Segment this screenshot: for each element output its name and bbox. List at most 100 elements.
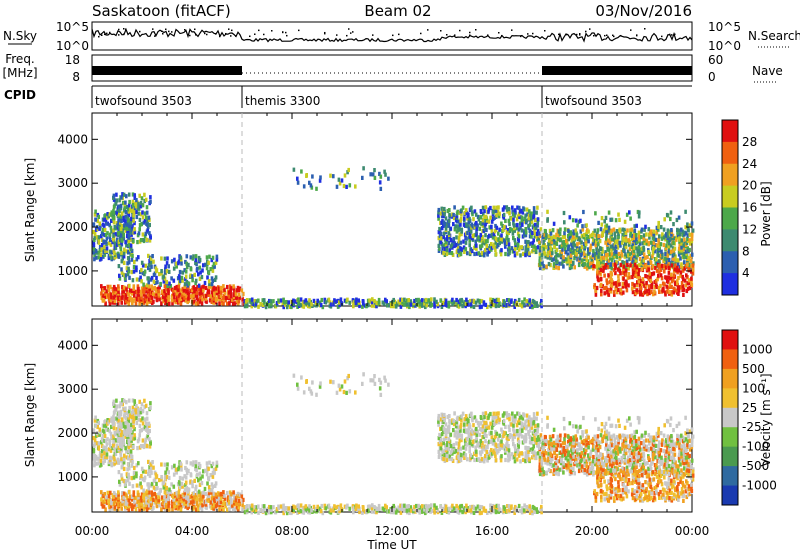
power-echo-cell [603, 219, 606, 224]
power-echo-cell [454, 243, 458, 248]
power-echo-cell [140, 260, 144, 265]
power-echo-cell [156, 280, 159, 285]
velocity-echo-cell [110, 501, 113, 506]
velocity-echo-cell [115, 493, 118, 498]
velocity-echo-cell [169, 490, 172, 495]
nsearch-point [372, 34, 374, 36]
velocity-echo-cell [478, 504, 482, 510]
power-echo-cell [628, 275, 631, 280]
velocity-echo-cell [310, 391, 314, 396]
velocity-echo-cell [115, 398, 118, 403]
velocity-echo-cell [233, 498, 236, 503]
power-echo-cell [308, 302, 311, 307]
velocity-echo-cell [97, 420, 100, 425]
power-echo-cell [194, 280, 197, 286]
power-echo-cell [102, 217, 106, 222]
velocity-echo-cell [481, 411, 485, 416]
power-echo-cell [333, 298, 336, 303]
velocity-echo-cell [342, 389, 346, 395]
velocity-echo-cell [147, 486, 150, 491]
velocity-echo-cell [428, 507, 432, 512]
power-echo-cell [141, 203, 145, 208]
power-ytick-label: 2000 [57, 220, 88, 234]
power-echo-cell [347, 167, 350, 173]
power-echo-cell [677, 249, 681, 254]
velocity-echo-cell [478, 432, 481, 437]
power-echo-cell [103, 245, 106, 250]
power-echo-cell [654, 278, 658, 284]
power-echo-cell [505, 207, 509, 212]
velocity-echo-cell [116, 507, 120, 512]
velocity-echo-cell [532, 506, 536, 511]
power-echo-cell [597, 278, 600, 283]
velocity-echo-cell [277, 504, 280, 509]
velocity-echo-cell [343, 379, 347, 384]
power-echo-cell [160, 289, 164, 294]
power-echo-cell [628, 210, 631, 215]
velocity-echo-cell [446, 440, 449, 446]
power-echo-cell [127, 238, 131, 244]
power-echo-cell [111, 240, 114, 245]
power-echo-cell [198, 276, 202, 281]
power-echo-cell [138, 301, 141, 306]
power-echo-cell [541, 260, 544, 265]
power-echo-cell [587, 247, 590, 252]
power-echo-cell [494, 245, 497, 250]
power-echo-cell [491, 212, 495, 217]
power-echo-cell [610, 266, 614, 271]
power-echo-cell [465, 297, 468, 302]
power-echo-cell [108, 232, 112, 237]
power-echo-cell [528, 234, 532, 239]
velocity-echo-cell [102, 460, 105, 465]
velocity-echo-cell [409, 505, 413, 510]
power-echo-cell [596, 274, 599, 279]
power-echo-cell [608, 240, 612, 245]
velocity-echo-cell [197, 493, 201, 498]
power-echo-cell [592, 248, 595, 254]
velocity-echo-cell [136, 499, 139, 504]
power-echo-cell [113, 298, 117, 304]
power-echo-cell [425, 303, 428, 308]
power-echo-cell [473, 224, 477, 230]
power-echo-cell [204, 293, 208, 299]
velocity-echo-cell [125, 400, 128, 405]
power-echo-cell [323, 297, 327, 302]
power-echo-cell [201, 297, 204, 302]
power-echo-cell [590, 260, 593, 266]
velocity-echo-cell [120, 473, 123, 478]
velocity-echo-cell [134, 407, 137, 412]
power-echo-cell [507, 228, 510, 233]
power-echo-cell [645, 266, 649, 271]
power-echo-cell [368, 298, 371, 303]
velocity-echo-cell [446, 428, 449, 433]
power-echo-cell [208, 254, 211, 259]
power-echo-cell [680, 238, 683, 243]
velocity-echo-cell [439, 437, 443, 443]
power-echo-cell [667, 260, 671, 265]
power-echo-cell [623, 227, 626, 232]
power-echo-cell [599, 246, 603, 251]
velocity-echo-cell [416, 506, 420, 511]
velocity-echo-cell [309, 389, 313, 394]
power-echo-cell [599, 282, 603, 287]
power-echo-cell [309, 183, 313, 188]
power-echo-cell [465, 222, 468, 227]
velocity-echo-cell [476, 457, 479, 462]
power-echo-cell [497, 231, 500, 236]
velocity-echo-cell [127, 441, 131, 446]
nsearch-point [454, 34, 456, 36]
power-echo-cell [513, 228, 516, 233]
power-echo-cell [555, 232, 558, 237]
freq-tick-bottom: 8 [72, 70, 80, 84]
power-ytick-label: 4000 [57, 132, 88, 146]
velocity-echo-cell [472, 504, 476, 510]
velocity-echo-cell [102, 456, 106, 461]
power-echo-cell [127, 192, 131, 197]
power-echo-cell [199, 293, 202, 299]
power-echo-cell [500, 248, 503, 253]
power-echo-cell [671, 246, 675, 251]
power-echo-cell [110, 292, 113, 297]
power-echo-cell [450, 242, 454, 247]
power-echo-cell [150, 275, 154, 281]
power-echo-cell [125, 249, 129, 254]
